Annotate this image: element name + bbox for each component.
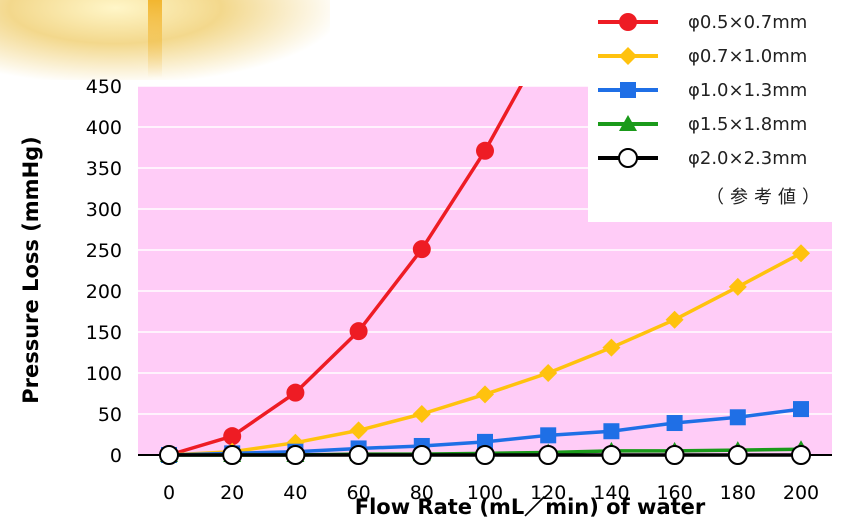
legend-swatch <box>598 47 658 65</box>
legend-item: φ1.0×1.3mm <box>588 78 854 102</box>
data-point <box>223 427 242 446</box>
legend-label: φ2.0×2.3mm <box>688 148 808 169</box>
x-tick-label: 20 <box>220 482 244 504</box>
data-point <box>412 405 431 423</box>
legend-item: φ0.7×1.0mm <box>588 44 854 68</box>
x-tick-label: 60 <box>347 482 371 504</box>
data-point <box>727 445 748 465</box>
y-tick-label: 150 <box>86 322 122 344</box>
series-group <box>159 28 811 465</box>
y-tick-label: 50 <box>98 404 122 426</box>
decorative-background <box>0 0 330 80</box>
x-tick-label: 80 <box>410 482 434 504</box>
y-tick-label: 200 <box>86 281 122 303</box>
data-point <box>476 385 494 404</box>
data-point <box>793 401 809 418</box>
data-point <box>539 28 557 46</box>
legend-label: φ1.0×1.3mm <box>688 80 808 101</box>
data-point <box>348 445 369 465</box>
legend-marker <box>620 82 636 98</box>
legend-swatch <box>598 115 658 131</box>
data-point <box>728 277 747 296</box>
data-point <box>412 240 431 259</box>
data-point <box>476 141 494 160</box>
data-point <box>601 445 622 465</box>
x-tick-label: 160 <box>656 482 692 504</box>
legend-item: φ2.0×2.3mm <box>588 146 854 170</box>
y-tick-label: 350 <box>86 158 122 180</box>
legend-marker <box>619 115 637 131</box>
x-tick-label: 120 <box>530 482 566 504</box>
legend-label: φ0.5×0.7mm <box>688 12 808 33</box>
data-point <box>222 445 243 465</box>
legend-label: φ1.5×1.8mm <box>688 114 808 135</box>
y-tick-label: 0 <box>110 445 122 467</box>
y-tick-labels: 0 50 100 150 200 250 300 350 400 450 <box>86 76 122 467</box>
data-point <box>349 421 368 440</box>
y-tick-label: 100 <box>86 363 122 385</box>
data-point <box>539 364 558 382</box>
data-point <box>411 445 432 465</box>
legend-swatch <box>598 82 658 98</box>
x-tick-label: 40 <box>283 482 307 504</box>
y-tick-label: 250 <box>86 240 122 262</box>
data-point <box>729 409 746 426</box>
y-tick-label: 400 <box>86 117 122 139</box>
data-point <box>540 427 557 444</box>
legend-swatch <box>598 13 658 31</box>
x-tick-labels: 0 20 40 60 80 100 120 140 160 180 200 <box>163 482 819 504</box>
legend-item: φ0.5×0.7mm <box>588 10 854 34</box>
legend-marker <box>619 13 637 31</box>
x-tick-label: 100 <box>467 482 503 504</box>
data-point <box>349 322 368 341</box>
data-point <box>159 445 179 465</box>
data-point <box>285 445 306 465</box>
data-point <box>665 310 684 329</box>
legend-item: φ1.5×1.8mm <box>588 112 854 136</box>
legend-note: （参考値） <box>706 187 826 208</box>
data-point <box>538 445 559 465</box>
y-axis-label: Pressure Loss (mmHg) <box>19 136 43 404</box>
series-5 <box>159 445 811 465</box>
y-tick-label: 450 <box>86 76 122 98</box>
x-tick-label: 180 <box>720 482 756 504</box>
data-point <box>666 415 683 432</box>
decorative-stripe <box>148 0 162 78</box>
data-point <box>286 383 305 402</box>
data-point <box>603 423 620 440</box>
data-point <box>475 445 495 465</box>
y-tick-label: 300 <box>86 199 122 221</box>
legend-label: φ0.7×1.0mm <box>688 46 808 67</box>
x-tick-label: 0 <box>163 482 175 504</box>
data-point <box>791 445 811 465</box>
legend: φ0.5×0.7mm φ0.7×1.0mm φ1.0×1.3mm φ1.5×1.8mm… <box>588 0 854 222</box>
data-point <box>792 244 810 263</box>
x-tick-label: 200 <box>783 482 819 504</box>
data-point <box>602 338 621 357</box>
legend-marker <box>619 47 637 65</box>
legend-marker <box>618 148 638 168</box>
legend-swatch <box>598 148 658 168</box>
x-tick-label: 140 <box>593 482 629 504</box>
x-axis-label: Flow Rate (mL／min) of water <box>355 495 706 519</box>
data-point <box>664 445 685 465</box>
